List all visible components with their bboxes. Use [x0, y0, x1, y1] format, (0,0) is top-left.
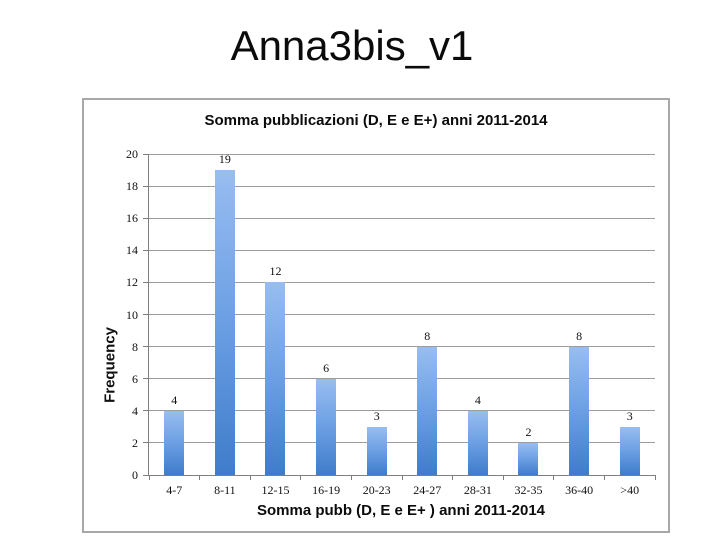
x-axis-tick-label: 36-40 [565, 483, 594, 497]
gridline [149, 314, 655, 315]
bar-slot: 4 [149, 154, 200, 475]
bar-slot: 3 [351, 154, 402, 475]
bar-value-label: 19 [218, 152, 231, 167]
gridline [149, 346, 655, 348]
gridline [149, 378, 655, 380]
x-axis-tick-label: >40 [620, 483, 640, 497]
x-axis-tick [452, 475, 454, 480]
bar-slot: 12 [250, 154, 301, 475]
bar-value-label: 3 [373, 408, 380, 423]
y-axis-tick-label: 12 [126, 275, 138, 290]
y-axis-tick-label: 0 [132, 468, 138, 482]
y-axis-tick-label: 20 [126, 147, 138, 161]
bar [467, 410, 488, 475]
gridline [149, 442, 655, 444]
bar-slot: 4 [453, 154, 504, 475]
bar [619, 426, 640, 475]
x-axis-title: Somma pubb (D, E e E+ ) anni 2011-2014 [256, 502, 546, 519]
bar [417, 346, 438, 475]
x-axis-tick [502, 475, 504, 480]
x-axis-tick [199, 475, 201, 480]
bar [518, 442, 539, 475]
y-axis-tick [143, 153, 149, 155]
gridline [149, 217, 655, 219]
bar-slot: 8 [554, 154, 605, 475]
y-axis-tick-label: 8 [132, 339, 138, 354]
bar-value-label: 4 [474, 392, 481, 407]
bar [316, 378, 337, 475]
y-axis-tick-label: 10 [126, 307, 138, 322]
y-axis-tick [143, 281, 149, 283]
x-axis-tick-label: 20-23 [362, 483, 391, 497]
bar-slot: 2 [503, 154, 554, 475]
y-axis-tick [143, 217, 149, 219]
gridline [149, 249, 655, 251]
chart: Somma pubblicazioni (D, E e E+) anni 201… [82, 98, 670, 533]
y-axis-tick-label: 16 [126, 211, 138, 226]
x-axis-tick-label: 28-31 [463, 483, 492, 497]
plot-area: 4-7 4 8-11 19 12-15 12 16-19 6 20-23 3 24-27 8 28-31… [143, 152, 656, 497]
bar-value-label: 2 [525, 424, 532, 439]
x-axis-tick [249, 475, 251, 480]
bar-value-label: 4 [171, 392, 178, 407]
y-axis-tick [143, 185, 149, 187]
gridline [149, 410, 655, 412]
x-axis-tick-label: 16-19 [312, 483, 341, 497]
chart-title: Somma pubblicazioni (D, E e E+) anni 201… [204, 112, 548, 129]
bar [569, 346, 590, 475]
gridline [149, 185, 655, 187]
x-axis-tick [654, 475, 656, 480]
page-title: Anna3bis_v1 [230, 22, 474, 69]
bar-slot: 6 [301, 154, 352, 475]
x-axis-tick [350, 475, 352, 480]
bar [214, 170, 235, 475]
x-axis-tick-label: 32-35 [514, 483, 543, 497]
gridline [149, 153, 655, 155]
y-axis-tick-label: 4 [132, 403, 138, 418]
y-axis-tick-label: 2 [132, 435, 138, 450]
bar-value-label: 8 [424, 328, 431, 343]
x-axis-tick [603, 475, 605, 480]
bar-value-label: 8 [576, 328, 583, 343]
bar [366, 426, 387, 475]
y-axis-tick [143, 442, 149, 444]
y-axis-tick-labels: 0 2 4 6 8 10 12 14 16 18 20 [84, 100, 142, 531]
bar [164, 410, 185, 475]
bar [265, 282, 286, 475]
x-axis-tick-label: 12-15 [261, 483, 290, 497]
bar-slot: 19 [200, 152, 251, 475]
y-axis-tick [143, 249, 149, 251]
y-axis-tick [143, 378, 149, 380]
bar-value-label: 3 [626, 408, 633, 423]
bar-slot: 8 [402, 154, 453, 475]
y-axis-tick-label: 6 [132, 371, 138, 386]
y-axis-tick [143, 410, 149, 412]
bar-value-label: 6 [323, 360, 330, 375]
bar-slot: 3 [604, 154, 655, 475]
x-axis-tick [148, 475, 150, 480]
x-axis-tick-label: 4-7 [166, 483, 183, 497]
y-axis-tick-label: 14 [126, 243, 138, 258]
x-axis-tick-label: 8-11 [214, 483, 236, 497]
x-axis-tick [300, 475, 302, 480]
bar-value-label: 12 [269, 264, 282, 279]
y-axis-tick-label: 18 [126, 179, 138, 194]
y-axis-tick [143, 346, 149, 348]
y-axis-tick [143, 474, 149, 476]
x-axis-tick-label: 24-27 [413, 483, 442, 497]
x-axis-tick [401, 475, 403, 480]
x-axis-tick [553, 475, 555, 480]
gridline [149, 281, 655, 283]
y-axis-tick [143, 314, 149, 315]
